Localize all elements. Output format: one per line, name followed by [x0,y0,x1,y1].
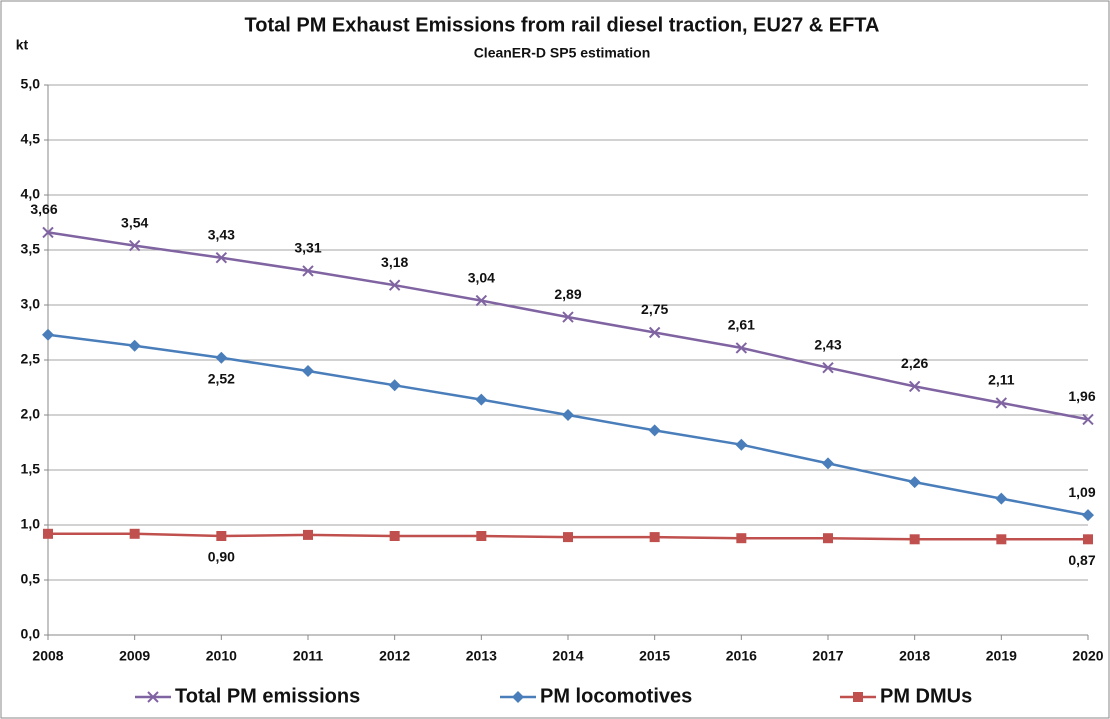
data-point [476,531,487,541]
data-point [215,251,228,264]
data-label: 3,31 [294,240,321,256]
x-tick-label: 2014 [552,648,583,664]
data-point [216,531,227,541]
data-point [1083,534,1093,545]
legend-marker [512,691,524,703]
chart-title: Total PM Exhaust Emissions from rail die… [245,14,880,36]
y-tick-label: 4,5 [21,131,41,147]
data-point [388,379,401,392]
x-tick-label: 2013 [466,648,497,664]
data-point [303,529,313,540]
data-point [995,492,1008,505]
x-tick-label: 2017 [812,648,843,664]
y-tick-label: 3,0 [21,296,41,312]
y-tick-label: 1,5 [21,461,41,477]
y-tick-label: 2,0 [21,406,41,422]
legend-marker [853,692,863,702]
data-label: 3,54 [121,214,148,230]
data-point [648,326,661,339]
data-point [302,365,314,377]
data-point [823,533,833,544]
data-point [128,339,141,352]
data-label: 2,26 [901,355,928,371]
data-label: 3,66 [30,201,57,217]
data-point [1082,413,1094,426]
x-tick-label: 2019 [986,648,1017,664]
data-point [649,532,660,543]
data-point [42,328,54,341]
y-tick-label: 0,0 [21,626,41,642]
data-point [562,311,574,323]
data-point [735,438,748,451]
data-point [909,534,920,545]
data-label: 1,96 [1068,388,1095,404]
data-label: 3,04 [468,269,495,285]
y-tick-label: 1,0 [21,516,41,532]
legend-label: Total PM emissions [175,685,360,707]
data-label: 3,43 [208,226,235,242]
y-tick-label: 0,5 [21,571,41,587]
data-point [42,226,54,239]
data-label: 2,11 [988,372,1015,388]
data-point [648,424,661,437]
x-tick-label: 2020 [1072,648,1103,664]
data-label: 2,52 [208,371,235,387]
y-tick-label: 3,5 [21,241,41,257]
data-point [735,342,748,354]
data-point [475,294,488,307]
data-label: 2,75 [641,301,668,317]
data-label: 2,89 [554,286,581,302]
x-tick-label: 2009 [119,648,150,664]
data-point [995,397,1008,409]
y-axis-label: kt [16,37,29,53]
data-point [908,380,921,393]
x-tick-label: 2008 [32,648,63,664]
data-point [215,351,228,364]
data-label: 0,90 [208,549,235,565]
x-tick-label: 2011 [293,648,324,664]
x-tick-label: 2015 [639,648,670,664]
data-label: 1,09 [1068,484,1095,500]
x-tick-label: 2016 [726,648,757,664]
data-point [822,457,834,470]
data-label: 2,61 [728,317,755,333]
y-tick-label: 2,5 [21,351,41,367]
legend-label: PM locomotives [540,685,692,707]
legend-marker [147,691,159,703]
x-tick-label: 2018 [899,648,930,664]
data-label: 2,43 [814,336,841,352]
data-point [43,528,53,539]
data-point [389,531,400,541]
data-point [908,476,921,489]
chart-subtitle: CleanER-D SP5 estimation [474,45,651,61]
data-point [736,533,747,544]
data-point [562,409,574,421]
data-label: 0,87 [1068,552,1095,568]
data-point [129,528,140,539]
data-point [475,393,488,406]
data-label: 3,18 [381,254,408,270]
x-tick-label: 2012 [379,648,410,664]
data-point [996,534,1007,545]
y-tick-label: 4,0 [21,186,41,202]
data-point [822,361,834,374]
data-point [1082,509,1094,522]
data-point [388,279,401,291]
data-point [563,532,573,543]
data-point [128,239,141,252]
legend-label: PM DMUs [880,685,972,707]
y-tick-label: 5,0 [21,76,41,92]
x-tick-label: 2010 [206,648,237,664]
data-point [302,265,314,277]
